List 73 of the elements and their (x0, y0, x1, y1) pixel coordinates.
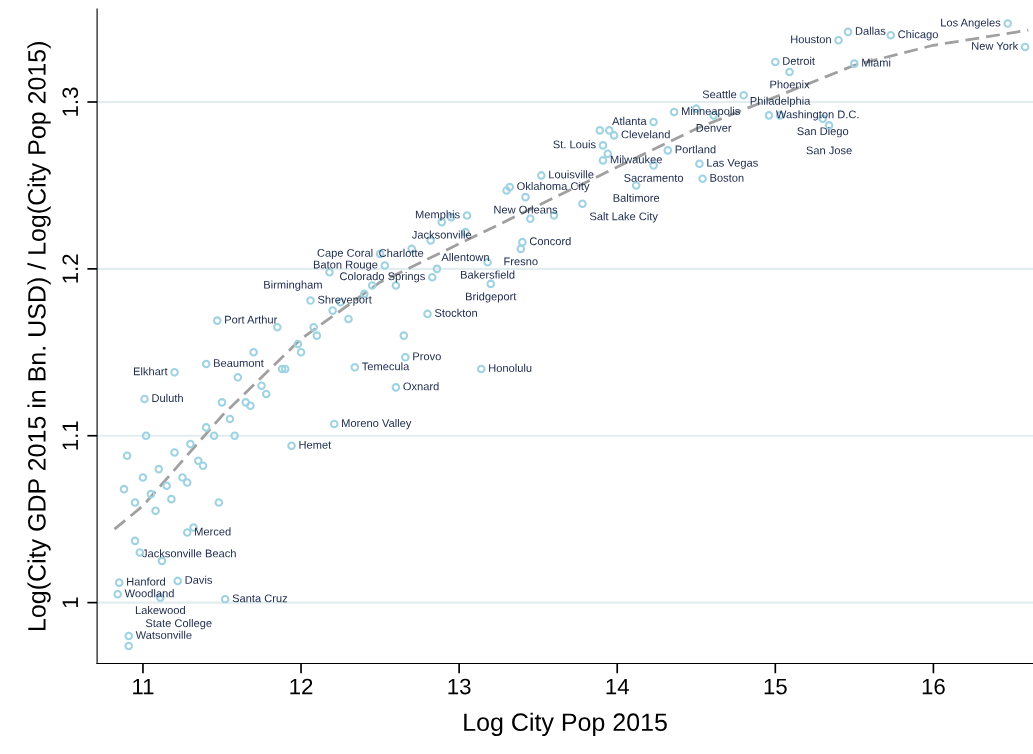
annotation: Watsonville (135, 630, 192, 639)
annotation: Shreveport (317, 295, 372, 306)
annotation: New York (972, 41, 1019, 50)
annotation: Port Arthur (225, 315, 278, 324)
annotation: Jacksonville (411, 230, 472, 239)
annotation: San Diego (797, 127, 849, 138)
annotation: Beaumont (214, 359, 264, 367)
y-axis-title: Log(City GDP 2015 in Bn. USD) / Log(City Pop 2015) (27, 42, 51, 630)
annotation: Detroit (783, 56, 815, 65)
annotation: Duluth (152, 393, 183, 403)
annotation: Stockton (434, 308, 477, 317)
annotation: Bakersfield (461, 270, 515, 279)
annotation: Cleveland (621, 130, 670, 139)
annotation: Seattle (702, 90, 737, 99)
annotation: Baltimore (613, 193, 660, 202)
x-tick-label: 16 (922, 678, 945, 695)
annotation: Portland (675, 145, 716, 154)
annotation: Oxnard (403, 382, 439, 391)
annotation: Bridgeport (466, 292, 517, 303)
annotation: Las Vegas (707, 158, 758, 169)
annotation: Memphis (415, 210, 460, 221)
annotation: Colorado Springs (340, 272, 425, 283)
annotation: Dallas (855, 26, 886, 35)
annotation: Houston (791, 35, 831, 44)
x-tick-label: 13 (448, 678, 471, 695)
annotation: Jacksonville Beach (142, 549, 236, 558)
annotation: Hanford (127, 577, 165, 586)
annotation: Santa Cruz (232, 594, 288, 603)
annotation: Atlanta (612, 116, 647, 125)
annotation: Salt Lake City (589, 212, 658, 223)
annotation: Phoenix (770, 80, 810, 89)
y-tick-label: 1 (62, 597, 78, 608)
annotation: Fresno (504, 257, 538, 266)
x-tick-label: 11 (133, 678, 154, 695)
annotation: Provo (413, 352, 441, 361)
annotation: Milwaukee (610, 155, 662, 164)
annotation: San Jose (806, 146, 852, 155)
annotation: Miami (862, 58, 891, 67)
annotation: Louisville (549, 170, 594, 179)
y-tick-label: 1.2 (62, 254, 78, 283)
annotation: New Orleans (494, 205, 558, 214)
annotation: Birmingham (264, 280, 322, 291)
annotation: Hemet (299, 440, 332, 449)
annotation: Allentown (441, 252, 489, 262)
annotation: St. Louis (553, 140, 596, 149)
annotation: Philadelphia (750, 96, 811, 108)
x-axis-title: Log City Pop 2015 (464, 712, 667, 737)
x-tick-label: 14 (606, 678, 629, 695)
annotation: Davis (185, 575, 213, 584)
y-tick-label: 1.1 (62, 421, 78, 450)
annotation: Merced (195, 527, 231, 536)
y-tick-label: 1.3 (62, 87, 79, 116)
annotation: Denver (696, 124, 732, 132)
annotation: Cape Coral (317, 248, 373, 260)
annotation: Minneapolis (681, 106, 740, 118)
annotation: Boston (710, 173, 744, 182)
annotation: Lakewood (135, 605, 185, 615)
annotation: Charlotte (379, 248, 424, 257)
annotation: Oklahoma City (517, 181, 590, 193)
annotation: Honolulu (489, 363, 532, 372)
annotation: Woodland (124, 589, 174, 598)
annotation: Baton Rouge (313, 260, 378, 271)
annotation: Concord (529, 236, 571, 246)
annotation: Temecula (361, 362, 410, 371)
annotation: Chicago (898, 30, 938, 41)
annotation: Washington D.C. (775, 110, 859, 121)
x-tick-label: 15 (764, 678, 787, 695)
annotation: State College (145, 618, 212, 630)
annotation: Sacramento (624, 174, 684, 182)
annotation: Los Angeles (941, 18, 1001, 29)
x-tick-label: 12 (290, 678, 313, 695)
annotation: Elkhart (133, 367, 168, 376)
annotation: Moreno Valley (342, 418, 412, 430)
